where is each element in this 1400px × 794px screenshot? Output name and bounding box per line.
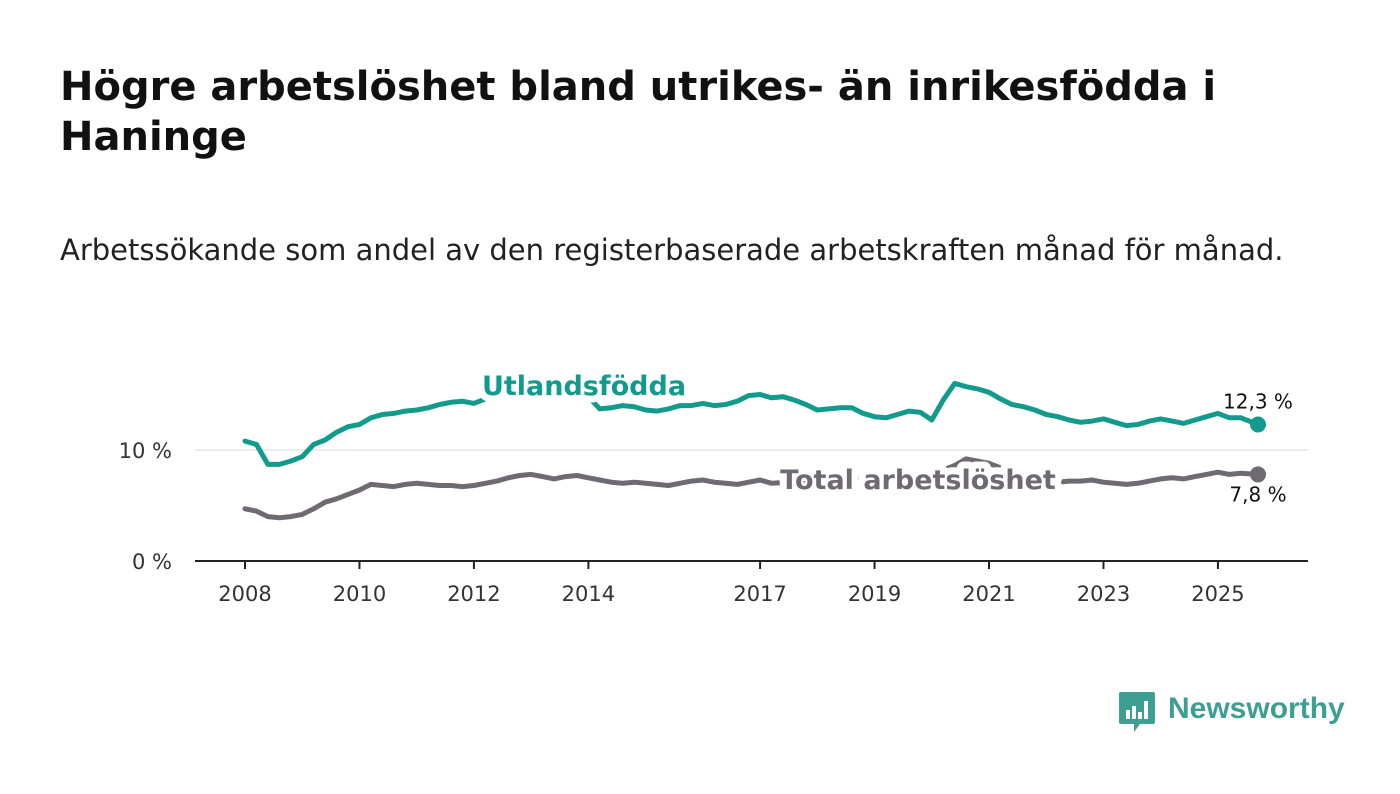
series-label-utlandsfodda: Utlandsfödda	[482, 371, 686, 402]
x-axis-ticks: 2008 2010 2012 2014 2017 2019 2021 2023 2025	[218, 561, 1245, 606]
x-tick-label: 2017	[733, 582, 786, 606]
series-label-total: Total arbetslöshet	[780, 465, 1056, 496]
end-dot-total	[1250, 466, 1266, 483]
end-dot-utlandsfodda	[1250, 416, 1266, 433]
x-tick-label: 2012	[447, 582, 500, 606]
newsworthy-logo-text: Newsworthy	[1168, 692, 1345, 725]
x-tick-label: 2019	[848, 582, 901, 606]
series-labels: 12,3 % 7,8 % Utlandsfödda Total arbetslöshe…	[475, 364, 1296, 509]
newsworthy-logo-icon	[1119, 692, 1155, 732]
x-tick-label: 2021	[962, 582, 1015, 606]
end-label-utlandsfodda: 12,3 %	[1223, 389, 1293, 413]
x-tick-label: 2023	[1077, 582, 1130, 606]
x-tick-label: 2025	[1191, 582, 1244, 606]
series-lines	[242, 380, 1266, 521]
end-label-total: 7,8 %	[1229, 482, 1286, 506]
x-tick-label: 2014	[562, 582, 615, 606]
x-tick-label: 2008	[218, 582, 271, 606]
series-line-total	[242, 456, 1261, 521]
x-tick-label: 2010	[333, 582, 386, 606]
chart-subtitle: Arbetssökande som andel av den registerb…	[60, 233, 1284, 267]
y-tick-label: 0 %	[132, 550, 172, 574]
y-tick-label: 10 %	[119, 439, 172, 463]
chart-title: Högre arbetslöshet bland utrikes- än inr…	[60, 64, 1217, 160]
y-axis-ticks: 0 % 10 %	[119, 439, 172, 574]
line-chart: 0 % 10 % 2008 2010 2012 2014 2017 2019 2021 2023…	[118, 364, 1308, 606]
newsworthy-logo: Newsworthy	[1118, 690, 1348, 736]
series-line-utlandsfodda	[242, 380, 1261, 467]
